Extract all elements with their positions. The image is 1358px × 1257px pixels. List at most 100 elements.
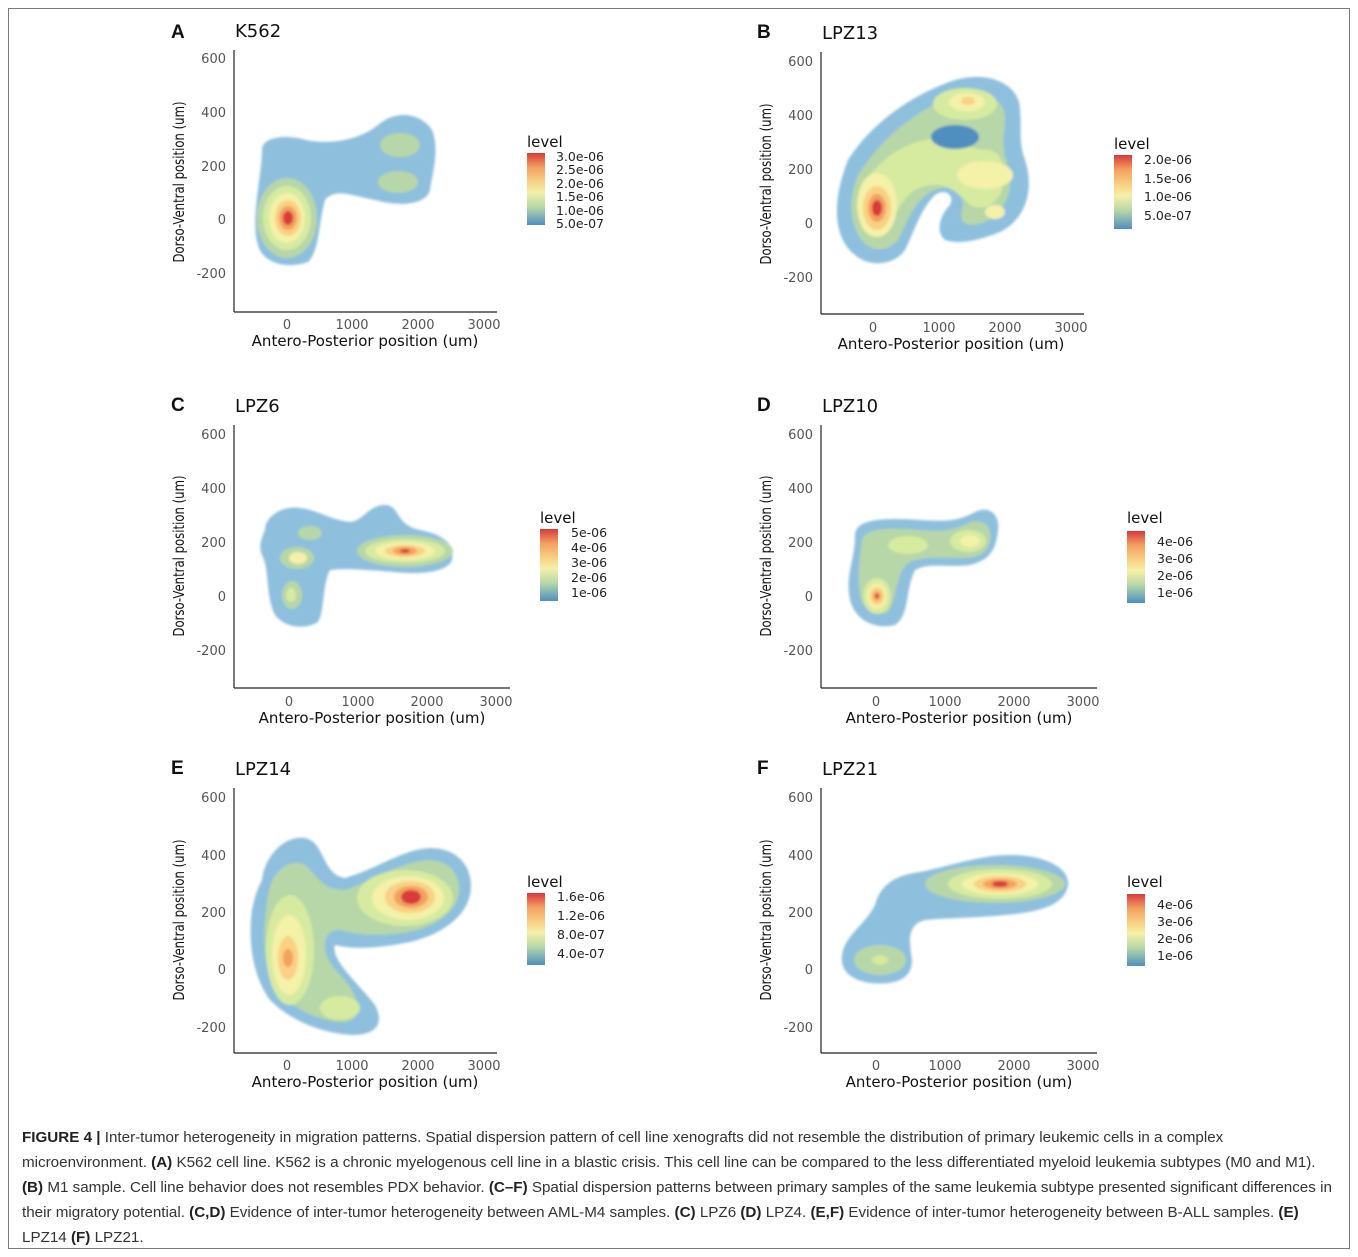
svg-text:3000: 3000 xyxy=(1054,321,1087,336)
y-ticks-a: 600 400 200 0 -200 xyxy=(196,52,226,282)
svg-text:1e-06: 1e-06 xyxy=(571,585,607,600)
axes-d xyxy=(820,425,1097,689)
svg-text:2e-06: 2e-06 xyxy=(571,570,607,585)
density-b xyxy=(836,76,1029,264)
x-axis-title-f: Antero-Posterior position (um) xyxy=(846,1073,1073,1091)
svg-text:3e-06: 3e-06 xyxy=(1157,914,1193,929)
panel-label-b: B xyxy=(757,22,771,43)
panel-a: A K562 600 400 200 0 -200 0 1000 2000 xyxy=(171,21,604,350)
svg-text:600: 600 xyxy=(788,428,813,443)
svg-text:3000: 3000 xyxy=(1066,695,1099,710)
figure-caption: FIGURE 4 | Inter-tumor heterogeneity in … xyxy=(22,1129,1332,1246)
density-c xyxy=(260,505,453,627)
legend-b: level 2.0e-06 1.5e-06 1.0e-06 5.0e-07 xyxy=(1114,135,1192,229)
svg-text:200: 200 xyxy=(788,536,813,551)
svg-text:1.5e-06: 1.5e-06 xyxy=(556,189,604,204)
density-contour-d-8 xyxy=(960,535,980,547)
panel-label-e: E xyxy=(171,758,184,779)
svg-text:2.0e-06: 2.0e-06 xyxy=(1144,152,1192,167)
density-contour-f-8 xyxy=(872,955,888,965)
axes-a xyxy=(233,50,497,313)
svg-text:4.0e-07: 4.0e-07 xyxy=(557,946,605,961)
x-ticks-e: 0 1000 2000 3000 xyxy=(283,1059,501,1074)
svg-text:0: 0 xyxy=(283,1059,291,1074)
density-contour-b-9 xyxy=(961,97,975,105)
svg-text:400: 400 xyxy=(788,849,813,864)
svg-text:0: 0 xyxy=(805,217,813,232)
panel-title-e: LPZ14 xyxy=(235,759,291,780)
panel-label-f: F xyxy=(757,758,769,779)
y-axis-title-b: Dorso-Ventral position (um) xyxy=(759,103,776,264)
svg-text:2.0e-06: 2.0e-06 xyxy=(556,176,604,191)
svg-text:level: level xyxy=(540,509,576,527)
svg-text:0: 0 xyxy=(218,213,226,228)
svg-text:5.0e-07: 5.0e-07 xyxy=(556,216,604,231)
svg-text:level: level xyxy=(1114,135,1150,153)
legend-f: level 4e-06 3e-06 2e-06 1e-06 xyxy=(1127,873,1193,966)
density-contour-d-9 xyxy=(888,536,928,554)
density-contour-a-7 xyxy=(380,133,420,157)
svg-text:2000: 2000 xyxy=(401,318,434,333)
svg-text:2e-06: 2e-06 xyxy=(1157,568,1193,583)
svg-text:-200: -200 xyxy=(196,1021,226,1036)
x-axis-title-c: Antero-Posterior position (um) xyxy=(259,709,486,727)
svg-text:5e-06: 5e-06 xyxy=(571,525,607,540)
svg-text:0: 0 xyxy=(869,321,877,336)
density-contour-e-10 xyxy=(283,949,293,967)
x-ticks-c: 0 1000 2000 3000 xyxy=(285,695,513,710)
panel-e: E LPZ14 600 400 200 0 -200 0 xyxy=(171,758,605,1091)
x-axis-title-a: Antero-Posterior position (um) xyxy=(252,332,479,350)
svg-text:-200: -200 xyxy=(783,644,813,659)
svg-text:0: 0 xyxy=(285,695,293,710)
svg-text:4e-06: 4e-06 xyxy=(571,540,607,555)
panel-b: B LPZ13 600 400 200 0 -200 xyxy=(757,22,1192,353)
svg-text:3000: 3000 xyxy=(479,695,512,710)
svg-text:2000: 2000 xyxy=(997,1059,1030,1074)
x-axis-title-d: Antero-Posterior position (um) xyxy=(846,709,1073,727)
svg-text:1.5e-06: 1.5e-06 xyxy=(1144,171,1192,186)
density-d xyxy=(848,509,999,627)
legend-e: level 1.6e-06 1.2e-06 8.0e-07 4.0e-07 xyxy=(527,873,605,965)
svg-text:600: 600 xyxy=(788,55,813,70)
density-contour-e-11 xyxy=(320,996,360,1020)
svg-text:600: 600 xyxy=(788,791,813,806)
svg-text:3000: 3000 xyxy=(1066,1059,1099,1074)
svg-text:3000: 3000 xyxy=(467,318,500,333)
density-contour-b-6 xyxy=(872,200,882,216)
svg-text:2000: 2000 xyxy=(410,695,443,710)
svg-text:-200: -200 xyxy=(196,644,226,659)
svg-text:5.0e-07: 5.0e-07 xyxy=(1144,208,1192,223)
svg-text:4e-06: 4e-06 xyxy=(1157,897,1193,912)
svg-text:1e-06: 1e-06 xyxy=(1157,948,1193,963)
svg-text:200: 200 xyxy=(201,536,226,551)
svg-text:2000: 2000 xyxy=(997,695,1030,710)
density-f xyxy=(841,855,1069,984)
svg-text:200: 200 xyxy=(788,906,813,921)
svg-text:0: 0 xyxy=(805,590,813,605)
legend-d: level 4e-06 3e-06 2e-06 1e-06 xyxy=(1127,509,1193,603)
svg-text:1.6e-06: 1.6e-06 xyxy=(557,889,605,904)
panel-title-d: LPZ10 xyxy=(822,396,878,417)
svg-text:3000: 3000 xyxy=(467,1059,500,1074)
svg-text:0: 0 xyxy=(218,963,226,978)
svg-text:3e-06: 3e-06 xyxy=(571,555,607,570)
svg-text:0: 0 xyxy=(872,1059,880,1074)
svg-text:3.0e-06: 3.0e-06 xyxy=(556,149,604,164)
legend-c: level 5e-06 4e-06 3e-06 2e-06 1e-06 xyxy=(540,509,607,601)
density-contour-a-8 xyxy=(378,171,418,193)
svg-text:2000: 2000 xyxy=(988,321,1021,336)
svg-text:200: 200 xyxy=(788,163,813,178)
figure-panels: A K562 600 400 200 0 -200 0 1000 2000 xyxy=(171,21,1193,1091)
figure-frame xyxy=(8,8,1350,1249)
y-axis-title-a: Dorso-Ventral position (um) xyxy=(172,101,189,262)
density-e xyxy=(250,837,471,1035)
x-ticks-a: 0 1000 2000 3000 xyxy=(283,318,501,333)
svg-text:1.2e-06: 1.2e-06 xyxy=(557,908,605,923)
axes-e xyxy=(233,788,497,1054)
svg-text:2e-06: 2e-06 xyxy=(1157,931,1193,946)
svg-text:200: 200 xyxy=(201,906,226,921)
density-contour-c-11 xyxy=(298,526,322,540)
svg-text:level: level xyxy=(1127,873,1163,891)
svg-text:0: 0 xyxy=(218,590,226,605)
density-contour-a-6 xyxy=(283,211,293,225)
